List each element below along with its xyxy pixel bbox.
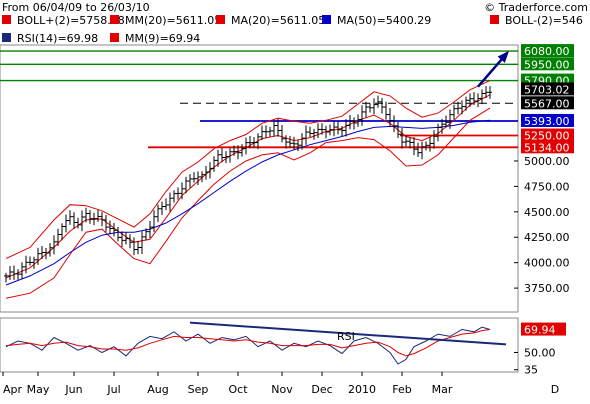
legend-label: MA(50)=5400.29 (337, 14, 431, 27)
price-tick-label: 4750.00 (524, 180, 570, 193)
level-label-box (521, 96, 574, 110)
bollinger-lower-line (5, 107, 491, 299)
level-label-box (521, 44, 574, 58)
legend-label: BOLL-(2)=546 (505, 14, 583, 27)
level-label: 5393.00 (524, 115, 570, 128)
legend-swatch (2, 33, 11, 42)
level-label: 5134.00 (524, 141, 570, 154)
rsi-value-box (521, 322, 566, 336)
legend-swatch (110, 15, 119, 24)
x-tick-label: Nov (271, 383, 293, 396)
x-tick-label: Oct (228, 383, 248, 396)
price-plot-frame (0, 44, 519, 313)
rsi-tick-label: 35 (524, 364, 538, 377)
legend-label: MM(9)=69.94 (125, 32, 200, 45)
legend-label: RSI(14)=69.98 (17, 32, 98, 45)
x-axis: Apr May Jun Jul Aug Sep Oct Nov Dec 2010 Feb Mar D (2, 372, 559, 396)
level-label-box (521, 57, 574, 71)
trend-arrow-head (497, 50, 509, 63)
rsi-trendline (189, 321, 507, 346)
period-label: From 06/04/09 to 26/03/10 (2, 1, 150, 14)
source-label: © Traderforce.com (484, 1, 588, 14)
level-label: 5567.00 (524, 97, 570, 110)
price-panel: 5000.00 4750.00 4500.00 4250.00 4000.00 3750.… (0, 44, 574, 313)
x-tick-label: Aug (147, 383, 168, 396)
price-tick-label: 5000.00 (524, 155, 570, 168)
level-label: 5950.00 (524, 58, 570, 71)
x-tick-label: Mar (432, 383, 453, 396)
x-tick-label: Apr (3, 383, 23, 396)
legend: BOLL+(2)=5758.18 MM(20)=5611.05 MA(20)=561… (2, 14, 583, 45)
level-label: 5703.02 (524, 83, 570, 96)
price-tick-label: 4000.00 (524, 257, 570, 270)
price-tick-label: 4500.00 (524, 206, 570, 219)
rsi-mm9-line (5, 329, 491, 357)
x-tick-label: 2010 (348, 383, 376, 396)
x-tick-label: Dec (311, 383, 332, 396)
level-label-box (521, 140, 574, 154)
legend-swatch (322, 15, 331, 24)
x-tick-label: Sep (188, 383, 209, 396)
rsi-value-label: 69.94 (524, 324, 556, 337)
x-tick-label: Jun (64, 383, 82, 396)
ma50-line (5, 119, 491, 286)
x-tick-label: Jul (106, 383, 120, 396)
bollinger-upper-line (5, 80, 491, 260)
rsi-tick-label: 50.00 (524, 346, 556, 359)
x-tick-label: May (27, 383, 50, 396)
legend-label: BOLL+(2)=5758.18 (17, 14, 125, 27)
price-tick-label: 4250.00 (524, 231, 570, 244)
rsi-line (5, 326, 491, 365)
level-label: 6080.00 (524, 45, 570, 58)
x-tick-label: Feb (392, 383, 411, 396)
level-label-box (521, 113, 574, 127)
level-label-box (521, 128, 574, 142)
price-tick-label: 3750.00 (524, 282, 570, 295)
ohlc-bars (4, 85, 492, 283)
rsi-panel: RSI 50.00 35 69.94 (0, 317, 566, 377)
level-label: 5250.00 (524, 130, 570, 143)
legend-label: MA(20)=5611.05 (231, 14, 325, 27)
rsi-title: RSI (337, 330, 355, 343)
legend-swatch (490, 15, 499, 24)
legend-swatch (2, 15, 11, 24)
legend-label: MM(20)=5611.05 (125, 14, 221, 27)
level-label-box (521, 82, 574, 96)
x-tick-label: D (551, 383, 559, 396)
legend-swatch (110, 33, 119, 42)
legend-swatch (216, 15, 225, 24)
